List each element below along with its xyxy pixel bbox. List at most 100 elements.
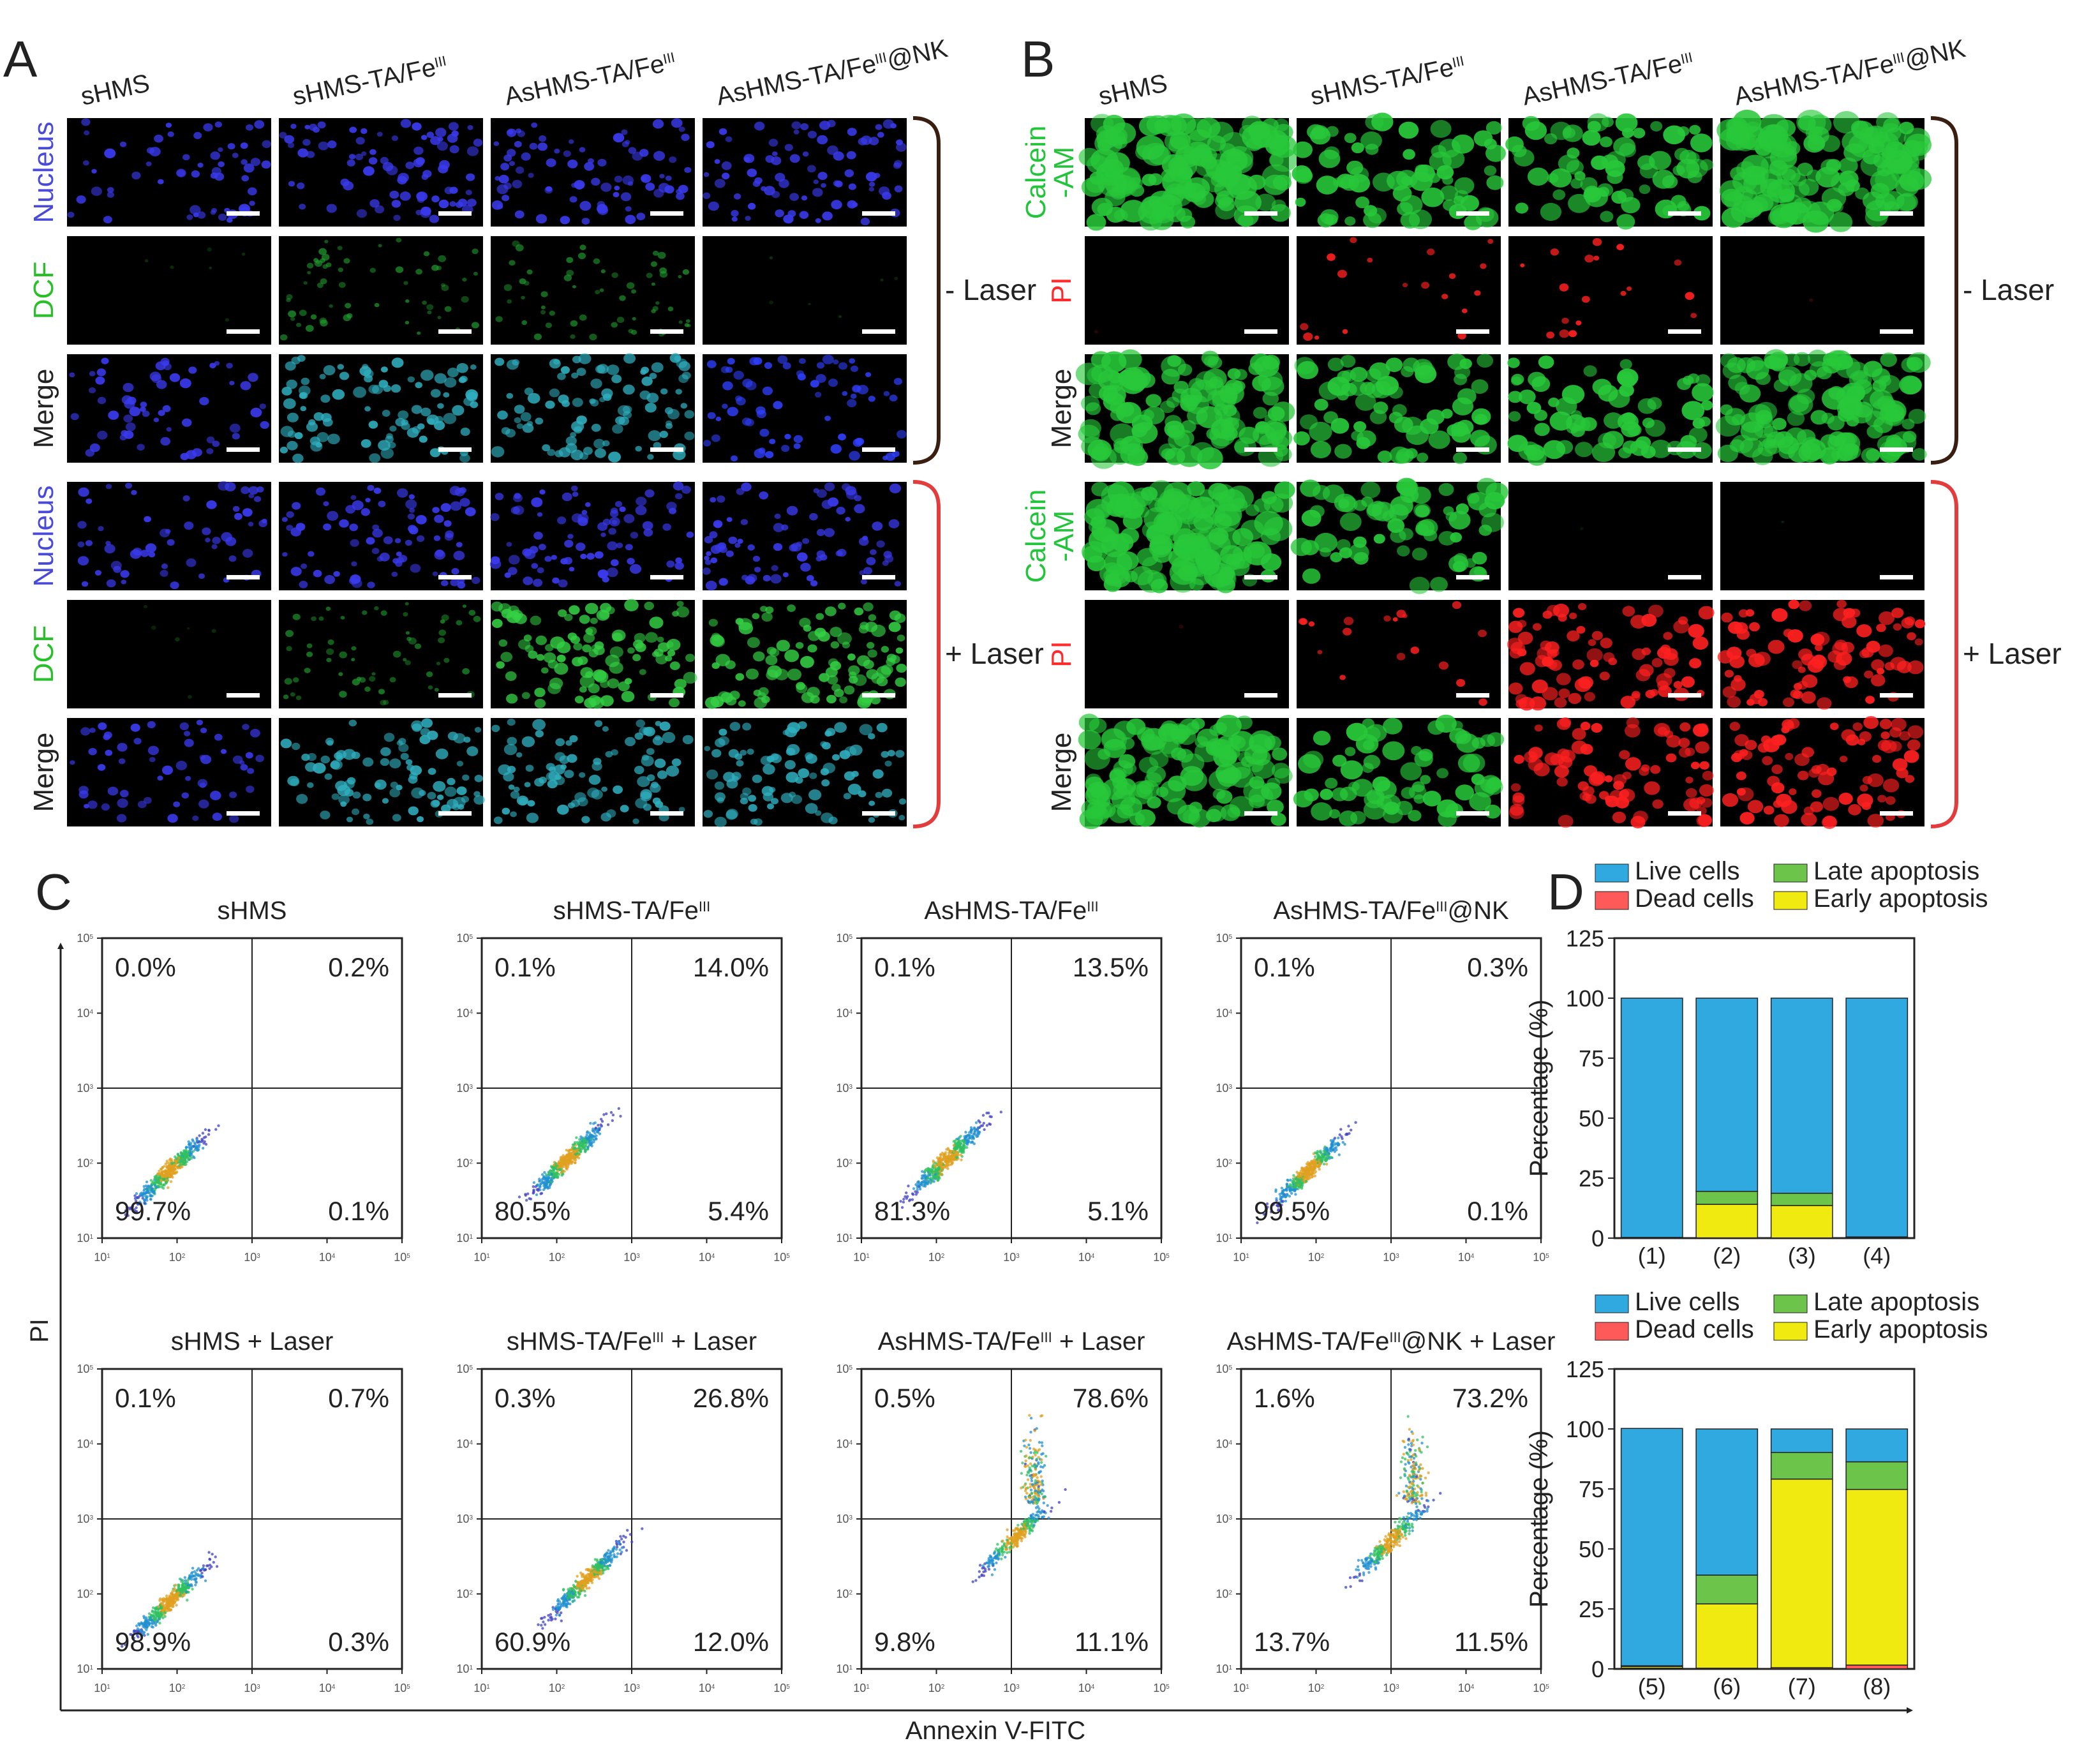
cell-dot <box>218 147 223 153</box>
cell-dot <box>1253 424 1277 445</box>
cell-dot <box>1556 673 1571 685</box>
cell-dot <box>457 581 466 589</box>
cell-dot <box>94 570 101 576</box>
cell-dot <box>1399 528 1413 541</box>
cell-dot <box>1190 379 1217 403</box>
cell-dot <box>324 575 335 585</box>
cell-dot <box>1771 608 1788 622</box>
cell-dot <box>706 141 715 149</box>
cell-dot <box>326 204 337 213</box>
cell-dot <box>1914 619 1926 629</box>
cell-dot <box>1884 662 1895 671</box>
cell-dot <box>443 392 450 398</box>
cell-dot <box>1195 736 1209 748</box>
cell-dot <box>167 539 175 546</box>
cell-dot <box>1534 422 1550 437</box>
cell-dot <box>421 370 434 381</box>
cell-dot <box>1905 775 1915 783</box>
laser-plus-label: + Laser <box>1963 637 2062 670</box>
cell-dot <box>346 816 354 823</box>
cell-dot <box>1801 674 1818 688</box>
cell-dot <box>1672 165 1685 176</box>
cell-dot <box>842 391 848 396</box>
event-dot <box>171 1176 174 1179</box>
cell-dot <box>153 417 160 422</box>
cell-dot <box>339 371 350 380</box>
cell-dot <box>1739 749 1748 757</box>
cell-dot <box>1417 452 1429 463</box>
cell-dot <box>545 322 553 328</box>
cell-dot <box>652 250 659 256</box>
cell-dot <box>797 373 806 381</box>
cell-dot <box>669 156 677 163</box>
cell-dot <box>588 683 600 694</box>
cell-dot <box>579 686 587 693</box>
event-dot <box>558 1162 562 1165</box>
cell-dot <box>1738 609 1748 618</box>
cell-dot <box>81 581 89 587</box>
cell-dot <box>1253 407 1267 419</box>
cell-dot <box>372 524 380 531</box>
cell-dot <box>1690 761 1700 770</box>
cell-dot <box>137 444 145 451</box>
quadrant-ur-percent: 14.0% <box>693 952 769 982</box>
cell-dot <box>339 651 347 659</box>
cell-dot <box>447 777 456 786</box>
cell-dot <box>582 644 592 653</box>
cell-dot <box>422 170 432 178</box>
cell-dot <box>1609 789 1623 802</box>
cell-dot <box>1158 443 1177 460</box>
cell-dot <box>752 774 763 783</box>
cell-dot <box>352 808 360 816</box>
cell-dot <box>427 791 436 800</box>
cell-dot <box>350 574 361 584</box>
plot-title: sHMS-TA/FeIII <box>553 897 711 925</box>
cell-dot <box>1481 512 1504 532</box>
column-header: AsHMS-TA/FeIII@NK <box>1732 34 1969 111</box>
cell-dot <box>591 424 601 432</box>
scale-bar <box>862 447 895 452</box>
event-dot <box>539 1179 542 1183</box>
cell-dot <box>506 392 514 400</box>
cell-dot <box>652 306 659 311</box>
cell-dot <box>1478 629 1487 638</box>
cell-dot <box>644 403 657 413</box>
cell-dot <box>199 782 206 788</box>
cell-dot <box>1351 142 1364 154</box>
cell-dot <box>863 602 874 611</box>
cell-dot <box>1149 751 1169 768</box>
cell-dot <box>165 528 171 534</box>
cell-dot <box>747 544 755 551</box>
cell-dot <box>601 786 607 792</box>
cell-dot <box>1591 631 1603 641</box>
cell-dot <box>1678 747 1691 758</box>
cell-dot <box>1124 570 1138 583</box>
cell-dot <box>564 613 573 622</box>
cell-dot <box>807 644 817 653</box>
cell-dot <box>815 218 821 223</box>
cell-dot <box>1082 546 1103 563</box>
cell-dot <box>119 789 129 798</box>
scale-bar <box>227 693 260 698</box>
cell-dot <box>316 432 329 442</box>
cell-dot <box>517 130 525 137</box>
cell-dot <box>1169 728 1183 740</box>
cell-dot <box>849 451 860 461</box>
cell-dot <box>1217 197 1235 212</box>
cell-dot <box>795 777 803 784</box>
cell-dot <box>764 451 774 459</box>
cell-dot <box>1163 523 1179 535</box>
cell-dot <box>1546 331 1555 339</box>
cell-dot <box>218 213 227 221</box>
cell-dot <box>405 539 412 546</box>
cell-dot <box>533 532 543 540</box>
cell-dot <box>852 384 861 393</box>
cell-dot <box>839 696 848 704</box>
event-dot <box>155 1179 158 1183</box>
cell-dot <box>733 193 741 200</box>
cell-dot <box>1238 214 1254 227</box>
cell-dot <box>412 723 422 732</box>
cell-dot <box>754 567 761 572</box>
cell-dot <box>848 183 856 190</box>
